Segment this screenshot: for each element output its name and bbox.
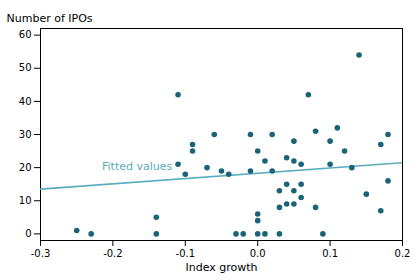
svg-text:40: 40	[19, 96, 32, 107]
svg-text:30: 30	[19, 129, 32, 140]
svg-text:-0.2: -0.2	[103, 248, 123, 259]
svg-text:Index growth: Index growth	[185, 261, 257, 274]
svg-text:50: 50	[19, 62, 32, 73]
svg-text:Number of IPOs: Number of IPOs	[7, 12, 93, 25]
svg-text:10: 10	[19, 195, 32, 206]
svg-text:Fitted values: Fitted values	[102, 159, 173, 172]
svg-text:0: 0	[25, 228, 31, 239]
svg-text:-0.3: -0.3	[31, 248, 51, 259]
svg-text:0.0: 0.0	[250, 248, 266, 259]
svg-text:20: 20	[19, 162, 32, 173]
svg-text:0.1: 0.1	[322, 248, 338, 259]
svg-text:-0.1: -0.1	[176, 248, 196, 259]
svg-text:60: 60	[19, 29, 32, 40]
svg-text:0.2: 0.2	[395, 248, 411, 259]
